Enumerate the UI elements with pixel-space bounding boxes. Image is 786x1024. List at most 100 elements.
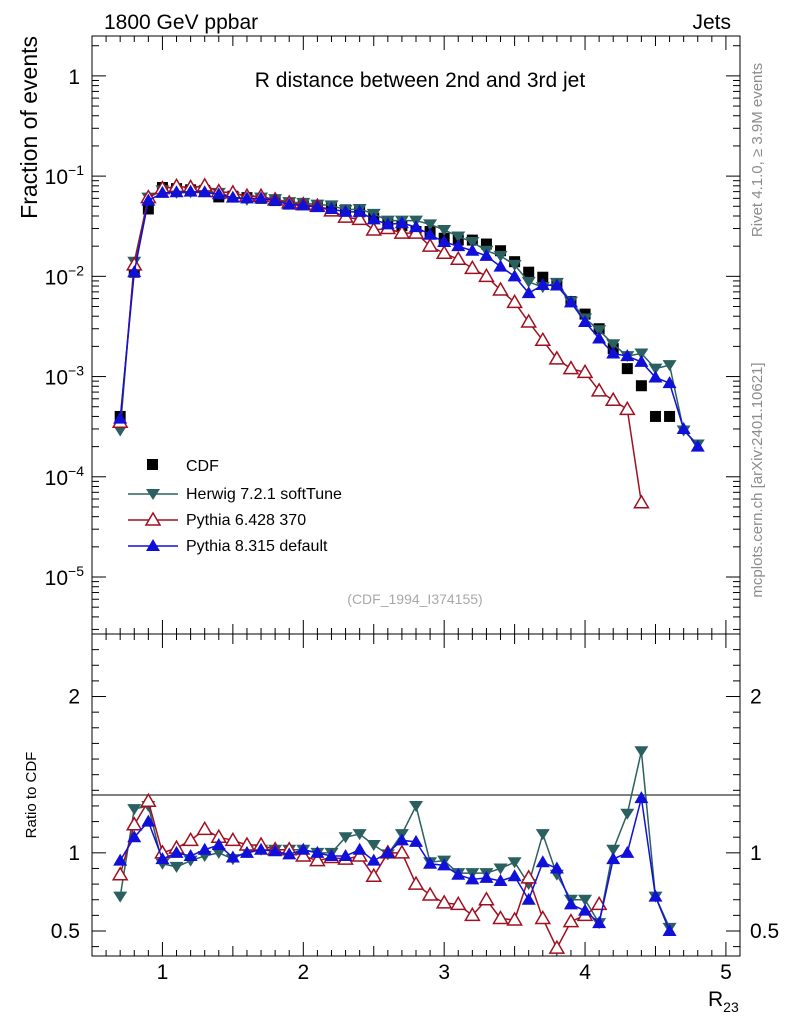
ratio-point-pythia6-1 <box>125 816 143 831</box>
x-tick-label: 1 <box>157 961 169 984</box>
point-pythia6-35 <box>604 391 622 407</box>
ratio-point-herwig-21 <box>409 800 423 812</box>
y-tick-label-exponent: −5 <box>68 563 84 579</box>
point-pythia8-19 <box>380 217 395 230</box>
ratio-point-pythia8-24 <box>451 867 466 880</box>
y-tick-label-base: 10 <box>45 367 68 390</box>
point-pythia8-40 <box>676 421 691 434</box>
ratio-point-pythia6-23 <box>435 894 453 909</box>
ratio-y-tick-label-left: 2 <box>68 686 80 709</box>
point-cdf-36 <box>621 363 633 375</box>
point-pythia8-41 <box>690 439 705 452</box>
ratio-point-pythia6-17 <box>351 847 368 862</box>
point-pythia8-27 <box>493 259 508 272</box>
ratio-point-pythia8-9 <box>239 845 254 858</box>
ratio-point-pythia8-6 <box>197 842 212 855</box>
point-pythia8-25 <box>465 243 480 256</box>
ratio-point-herwig-0 <box>113 891 128 903</box>
y-tick-label: 10−4 <box>45 463 85 490</box>
ratio-point-pythia8-38 <box>648 889 663 902</box>
main-plot-panel: 110−110−210−310−410−5 R distance between… <box>16 35 741 635</box>
point-pythia6-21 <box>407 224 425 239</box>
point-pythia8-15 <box>324 201 339 214</box>
ratio-point-pythia8-25 <box>465 872 480 885</box>
ratio-point-herwig-37 <box>634 746 649 758</box>
y-tick-label: 10−1 <box>45 162 85 189</box>
point-cdf-27 <box>495 245 507 257</box>
x-tick-label: 4 <box>579 961 591 984</box>
ratio-point-herwig-1 <box>127 804 142 816</box>
ratio-plot-series <box>111 746 677 954</box>
point-pythia6-32 <box>562 360 580 375</box>
x-axis-label-base: R <box>708 988 723 1011</box>
side-mcplots-label: mcplots.cern.ch [arXiv:2401.10621] <box>749 362 766 597</box>
point-pythia8-38 <box>648 370 663 383</box>
point-pythia8-2 <box>141 193 156 206</box>
analysis-id-label: (CDF_1994_I374155) <box>347 591 482 607</box>
ratio-point-pythia8-2 <box>141 814 156 827</box>
ratio-point-herwig-27 <box>493 863 508 875</box>
ratio-point-herwig-33 <box>578 894 593 906</box>
ratio-point-pythia8-3 <box>155 852 170 865</box>
ratio-line-herwig <box>119 751 671 929</box>
point-pythia8-18 <box>366 212 381 225</box>
ratio-point-pythia8-10 <box>254 842 269 855</box>
ratio-point-pythia8-18 <box>366 853 381 866</box>
legend: CDF Herwig 7.2.1 softTune Pythia 6.428 3… <box>128 458 342 555</box>
ratio-point-herwig-35 <box>606 844 621 856</box>
point-pythia6-28 <box>506 293 523 309</box>
x-tick-label: 5 <box>720 961 732 984</box>
y-tick-label-base: 10 <box>45 266 68 289</box>
point-pythia6-33 <box>576 363 594 379</box>
point-pythia8-7 <box>211 187 226 200</box>
point-pythia6-29 <box>520 313 538 328</box>
legend-marker-pythia8 <box>146 539 160 551</box>
point-pythia8-34 <box>592 331 607 344</box>
ratio-line-pythia8 <box>119 797 671 932</box>
ratio-point-pythia6-27 <box>492 909 509 925</box>
ratio-point-pythia8-34 <box>592 916 607 929</box>
ratio-point-pythia8-8 <box>225 850 240 863</box>
point-pythia6-37 <box>633 494 650 509</box>
ratio-plot-y-tick-labels: 0.5 0.5 1 1 2 2 <box>51 686 779 943</box>
y-tick-label: 10−5 <box>45 563 85 590</box>
point-herwig-27 <box>493 250 508 262</box>
point-herwig-29 <box>521 276 536 288</box>
plot-title: R distance between 2nd and 3rd jet <box>255 69 586 92</box>
point-pythia8-12 <box>282 197 297 210</box>
ratio-plot-ticks <box>91 633 741 956</box>
series-line-herwig <box>119 189 699 446</box>
ratio-point-pythia8-28 <box>507 869 522 882</box>
ratio-point-pythia6-14 <box>309 852 326 867</box>
legend-entry-pythia6: Pythia 6.428 370 <box>186 512 306 529</box>
legend-marker-herwig <box>146 489 160 500</box>
ratio-point-pythia8-35 <box>606 852 621 865</box>
point-pythia6-23 <box>435 244 453 259</box>
ratio-point-herwig-30 <box>535 829 550 841</box>
header-left: 1800 GeV ppbar <box>104 11 258 34</box>
ratio-point-pythia8-26 <box>479 870 494 883</box>
ratio-point-pythia8-1 <box>127 830 142 843</box>
ratio-point-pythia6-31 <box>548 939 566 954</box>
ratio-point-pythia8-39 <box>662 923 677 936</box>
y-tick-label-exponent: −4 <box>68 463 84 479</box>
point-cdf-39 <box>664 410 676 422</box>
x-tick-label: 2 <box>297 961 309 984</box>
ratio-point-pythia6-32 <box>562 913 580 928</box>
ratio-point-pythia8-33 <box>578 903 593 916</box>
point-pythia8-3 <box>155 185 170 198</box>
ratio-point-pythia6-18 <box>365 867 383 883</box>
ratio-y-axis-label: Ratio to CDF <box>23 752 40 839</box>
x-tick-labels: 1 2 3 4 5 <box>157 961 732 984</box>
y-tick-label: 10−2 <box>45 262 85 289</box>
ratio-point-pythia8-17 <box>352 842 367 855</box>
ratio-point-pythia8-21 <box>409 834 423 847</box>
point-cdf-37 <box>635 380 647 392</box>
x-axis-label-sub: 23 <box>723 999 739 1015</box>
ratio-point-pythia6-30 <box>534 909 552 925</box>
point-pythia8-36 <box>620 349 635 362</box>
y-tick-label-base: 10 <box>45 567 68 590</box>
main-plot-y-tick-labels: 110−110−210−310−410−5 <box>45 66 85 590</box>
ratio-point-herwig-17 <box>352 829 367 841</box>
